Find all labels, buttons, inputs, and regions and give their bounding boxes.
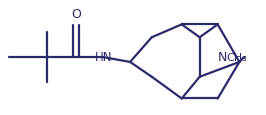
Text: N: N [218, 51, 227, 64]
Text: O: O [71, 8, 81, 21]
Text: CH₃: CH₃ [226, 53, 247, 62]
Text: HN: HN [95, 50, 112, 63]
